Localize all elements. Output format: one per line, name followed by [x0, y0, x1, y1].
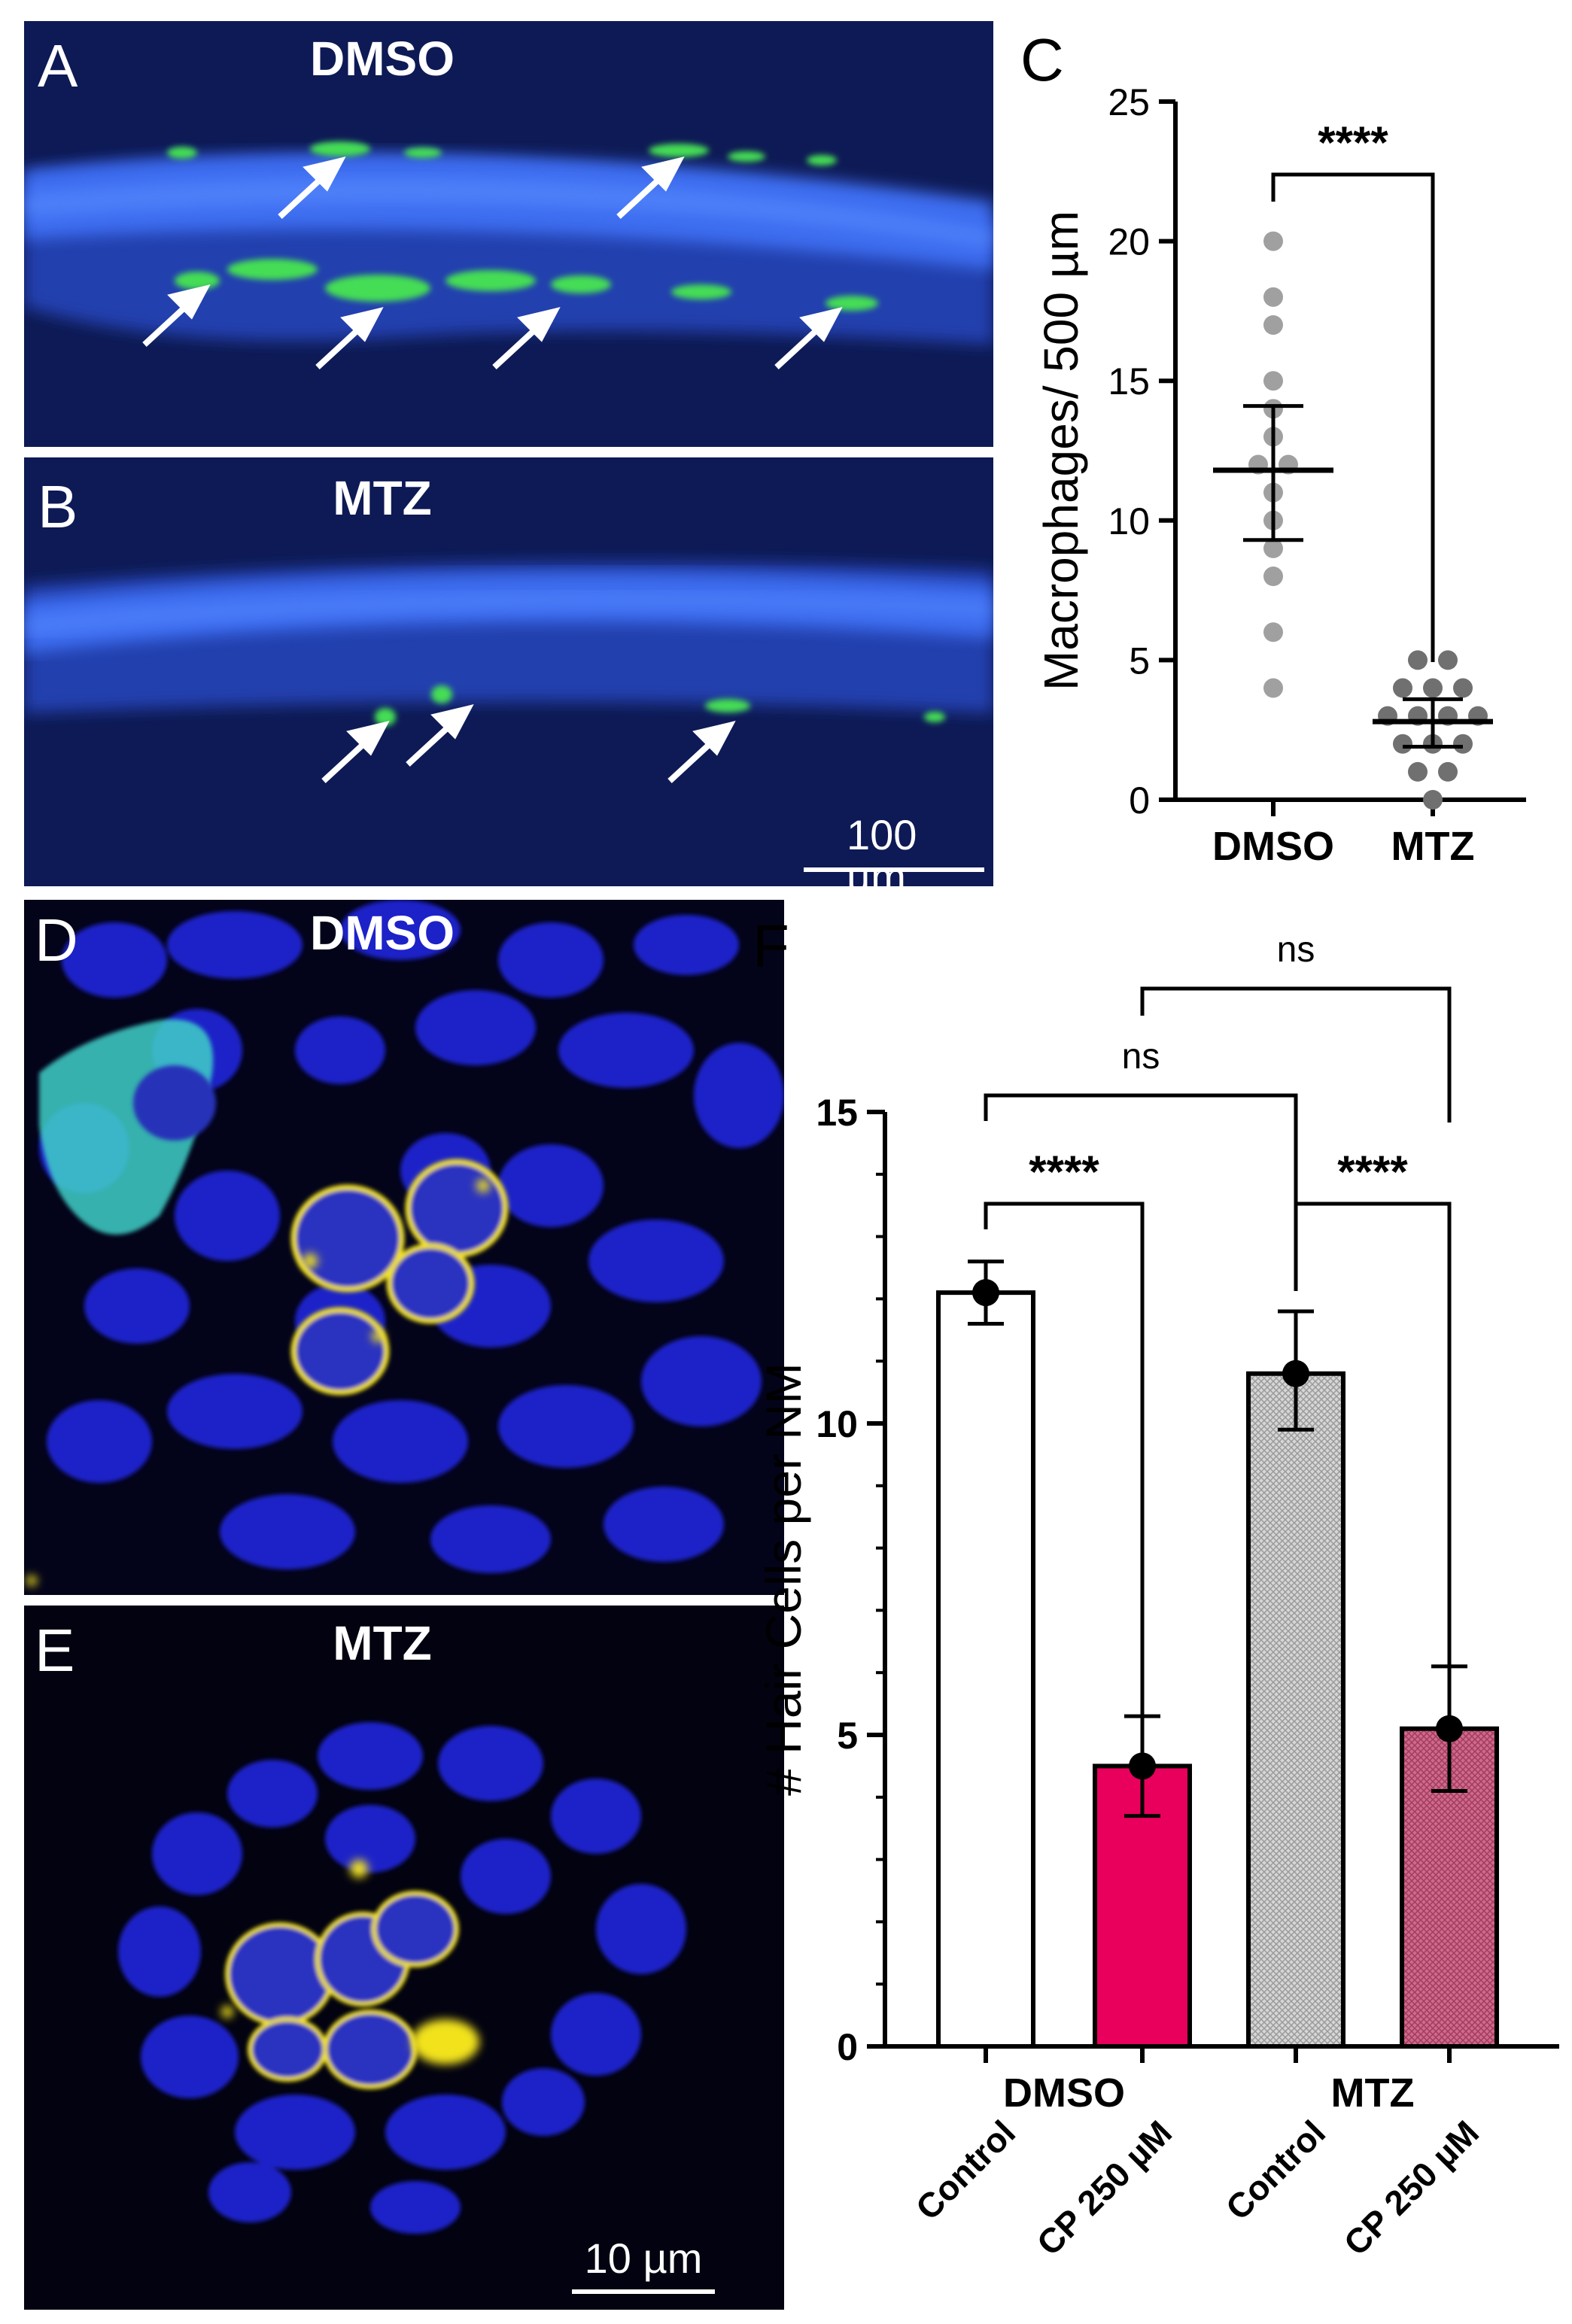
group-label: DMSO: [1003, 2070, 1125, 2116]
y-tick-label: 15: [816, 1092, 858, 1134]
x-tick-label: Control: [908, 2113, 1023, 2227]
significance-label: ns: [1277, 930, 1315, 970]
data-point: [1263, 287, 1283, 307]
data-point: [1408, 761, 1428, 782]
panel-e-micrograph: [24, 1606, 784, 2310]
significance-bracket: [1271, 172, 1435, 662]
significance-label: ****: [1029, 1147, 1099, 1197]
x-tick-label: CP 250 µM: [1029, 2113, 1180, 2263]
x-tick-label: CP 250 µM: [1336, 2113, 1487, 2263]
data-point: [1438, 650, 1458, 670]
data-point: [1393, 678, 1412, 698]
mean-point: [1282, 1359, 1309, 1387]
y-tick-label: 5: [837, 1715, 858, 1757]
x-tick-label: Control: [1218, 2113, 1333, 2227]
y-axis-label: # Hair Cells per NM: [756, 1363, 811, 1796]
bar: [1246, 1371, 1345, 2049]
panel-label-d: D: [35, 907, 78, 974]
data-point: [1263, 231, 1283, 251]
significance-label: ns: [1122, 1037, 1160, 1077]
arrow-markers: [142, 156, 843, 369]
significance-label: ****: [1337, 1147, 1408, 1197]
x-tick-label: MTZ: [1391, 824, 1475, 869]
mean-point: [972, 1279, 999, 1307]
panel-label-b: B: [38, 473, 78, 540]
data-point: [1408, 650, 1428, 670]
panel-a-title: DMSO: [310, 32, 455, 86]
panel-d-micrograph: [24, 900, 784, 1595]
data-point: [1263, 538, 1283, 558]
data-point: [1263, 678, 1283, 698]
mean-point: [1129, 1752, 1156, 1780]
panel-a-image: A DMSO: [24, 21, 993, 447]
y-tick-label: 20: [1108, 221, 1150, 263]
significance-bracket: [984, 1093, 1298, 1291]
data-point: [1263, 371, 1283, 391]
scale-bar-label: 100 µm: [847, 811, 917, 887]
data-point: [1263, 314, 1283, 335]
data-point: [1438, 761, 1458, 782]
y-tick-label: 25: [1108, 81, 1150, 123]
panel-b-micrograph: [24, 457, 993, 886]
data-point: [1453, 734, 1473, 754]
panel-d-title: DMSO: [310, 906, 455, 960]
scale-bar-label: 10 µm: [584, 2234, 703, 2282]
arrow-markers: [321, 704, 736, 783]
y-tick-label: 0: [837, 2026, 858, 2068]
panel-label-c: C: [1020, 26, 1064, 93]
y-tick-label: 0: [1129, 779, 1150, 822]
data-point: [1263, 567, 1283, 587]
panel-e-title: MTZ: [333, 1616, 432, 1670]
y-tick-label: 10: [816, 1403, 858, 1445]
data-point: [1453, 678, 1473, 698]
y-tick-label: 10: [1108, 500, 1150, 542]
panel-label-f: F: [753, 913, 789, 980]
panel-b-title: MTZ: [333, 471, 432, 525]
y-tick-label: 5: [1129, 639, 1150, 682]
significance-bracket: [1140, 986, 1452, 1123]
data-point: [1423, 678, 1443, 698]
panel-b-image: B MTZ 100 µm: [24, 457, 993, 886]
significance-label: ****: [1318, 117, 1388, 168]
panel-d-image: D DMSO: [24, 900, 784, 1595]
panel-label-a: A: [38, 32, 78, 99]
data-point: [1393, 734, 1412, 754]
bar: [936, 1290, 1035, 2049]
chart-c-macrophages: 0 5 10 15 20 25 DMSO MTZ Macrophages/ 500 µm ****: [1034, 81, 1526, 869]
y-axis-label: Macrophages/ 500 µm: [1034, 211, 1088, 691]
panel-label-e: E: [35, 1617, 75, 1684]
x-tick-label: DMSO: [1212, 824, 1334, 869]
data-point: [1263, 622, 1283, 643]
y-tick-label: 15: [1108, 360, 1150, 403]
data-point: [1423, 790, 1443, 810]
significance-bracket: [984, 1201, 1145, 1730]
panel-a-micrograph: [24, 21, 993, 447]
group-label: MTZ: [1331, 2070, 1415, 2116]
panel-e-image: E MTZ 10 µm: [24, 1606, 784, 2310]
